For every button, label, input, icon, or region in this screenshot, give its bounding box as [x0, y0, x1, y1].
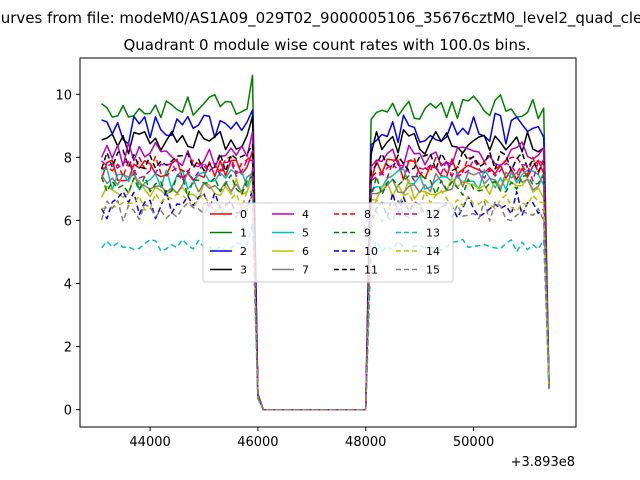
legend-label-2: 2: [240, 245, 247, 258]
chart-title: Quadrant 0 module wise count rates with …: [123, 36, 531, 54]
series-line-9: [100, 174, 550, 411]
x-tick-label: 44000: [129, 435, 170, 450]
legend-label-7: 7: [302, 264, 309, 277]
y-tick-label: 2: [64, 341, 72, 356]
legend-label-10: 10: [364, 245, 378, 258]
y-tick-label: 6: [64, 214, 72, 229]
y-tick-label: 4: [64, 278, 72, 293]
figure-suptitle: Light curves from file: modeM0/AS1A09_02…: [0, 9, 640, 27]
y-tick-label: 0: [64, 404, 72, 419]
series-lines: [100, 74, 550, 411]
legend-label-12: 12: [426, 208, 440, 221]
x-tick-label: 48000: [345, 435, 386, 450]
legend-label-6: 6: [302, 245, 309, 258]
legend-label-13: 13: [426, 227, 440, 240]
legend-label-4: 4: [302, 208, 309, 221]
legend-label-1: 1: [240, 227, 247, 240]
legend-label-5: 5: [302, 227, 309, 240]
legend-label-3: 3: [240, 264, 247, 277]
x-offset-label: +3.893e8: [511, 455, 575, 470]
legend-label-0: 0: [240, 208, 247, 221]
legend-box: [202, 202, 454, 283]
series-line-13: [101, 222, 550, 411]
y-tick-label: 10: [55, 88, 72, 103]
legend-label-14: 14: [426, 245, 440, 258]
legend-label-11: 11: [364, 264, 378, 277]
series-line-15: [100, 194, 550, 411]
legend-label-8: 8: [364, 208, 371, 221]
legend-label-15: 15: [426, 264, 440, 277]
series-line-14: [101, 190, 550, 411]
legend-label-9: 9: [364, 227, 371, 240]
x-tick-label: 50000: [453, 435, 494, 450]
plot-frame: [79, 57, 577, 428]
x-tick-label: 46000: [237, 435, 278, 450]
y-tick-label: 8: [64, 151, 72, 166]
